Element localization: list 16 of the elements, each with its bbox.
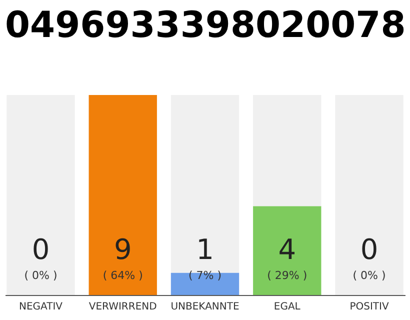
annotation: ( 29% ) [267,269,308,282]
annotation: ( 64% ) [102,269,143,282]
data-label: 1 [196,233,214,266]
x-tick-label: UNBEKANNTE [170,302,240,312]
data-label: 9 [114,233,132,266]
x-tick-label: POSITIV [350,302,389,312]
annotation: ( 7% ) [188,269,222,282]
annotation: ( 0% ) [24,269,58,282]
annotation: ( 0% ) [352,269,386,282]
data-label: 4 [278,233,296,266]
chart-title: 0496933398020078 [5,5,406,46]
x-tick-label: NEGATIV [18,302,63,312]
annotation: 0 [32,233,50,266]
annotation: 0 [360,233,378,266]
x-tick-label: VERWIRREND [88,302,158,312]
x-tick-label: EGAL [274,302,301,312]
